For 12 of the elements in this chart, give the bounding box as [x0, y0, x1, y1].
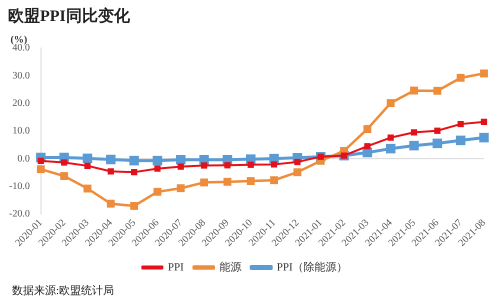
y-tick-label: 20.0	[12, 98, 30, 109]
chart-title: 欧盟PPI同比变化	[7, 6, 131, 27]
source-note: 数据来源:欧盟统计局	[11, 284, 116, 299]
legend-label: PPI（除能源）	[276, 260, 348, 274]
y-tick-label: -10.0	[8, 180, 30, 192]
y-tick-label: 10.0	[12, 126, 30, 137]
legend-label: 能源	[219, 260, 242, 274]
y-tick-label: 30.0	[12, 70, 30, 82]
y-tick-label: 40.0	[12, 42, 30, 54]
legend-label: PPI	[168, 261, 184, 274]
y-tick-label: -20.0	[8, 208, 30, 220]
y-tick-label: 0.0	[17, 153, 30, 164]
